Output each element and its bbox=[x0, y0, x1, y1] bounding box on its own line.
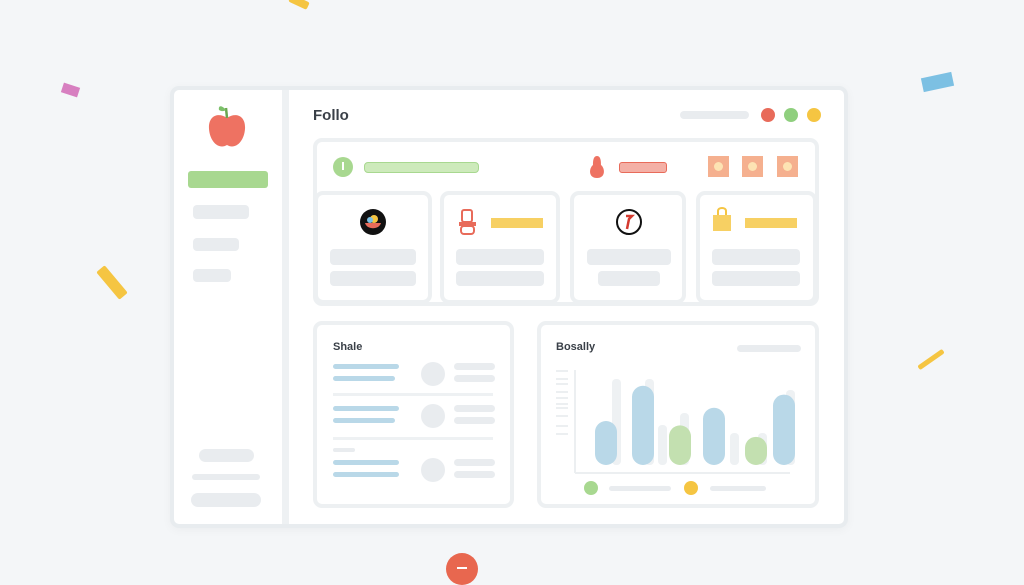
legend-dot-yellow bbox=[684, 481, 698, 495]
confetti bbox=[917, 348, 945, 371]
list-item-meta bbox=[454, 417, 495, 424]
chart-panel bbox=[537, 321, 819, 508]
sidebar-divider bbox=[282, 90, 289, 524]
square-badge-icon[interactable] bbox=[742, 156, 763, 177]
ghost-bar bbox=[730, 433, 739, 465]
list-divider bbox=[333, 393, 493, 396]
sidebar-item[interactable] bbox=[193, 205, 249, 219]
progress-bar-green bbox=[364, 162, 479, 173]
jar-icon bbox=[459, 209, 476, 235]
list-item-subtitle bbox=[333, 376, 395, 381]
avatar bbox=[421, 362, 445, 386]
chart-bar bbox=[773, 394, 795, 465]
list-item-meta bbox=[454, 471, 495, 478]
chart-filter[interactable] bbox=[737, 345, 801, 352]
list-item-subtitle bbox=[333, 472, 399, 477]
confetti bbox=[288, 0, 310, 10]
chart-bar bbox=[632, 385, 654, 465]
card-text bbox=[456, 271, 544, 286]
avatar bbox=[421, 404, 445, 428]
pear-icon bbox=[590, 156, 604, 178]
status-dot-green[interactable] bbox=[784, 108, 798, 122]
progress-bar-red bbox=[619, 162, 667, 173]
sidebar-item[interactable] bbox=[193, 269, 231, 282]
confetti bbox=[96, 265, 128, 300]
y-tick bbox=[556, 391, 568, 393]
list-item-title bbox=[333, 364, 399, 369]
y-tick bbox=[556, 415, 568, 417]
avatar bbox=[421, 458, 445, 482]
y-tick bbox=[556, 403, 568, 405]
search-bar[interactable] bbox=[680, 111, 749, 119]
bar-chart bbox=[556, 370, 795, 474]
chart-bar bbox=[669, 425, 691, 465]
card-label-bar bbox=[745, 218, 797, 228]
list-item-meta bbox=[454, 405, 495, 412]
y-tick bbox=[556, 383, 568, 385]
y-tick bbox=[556, 425, 568, 427]
chart-bar bbox=[595, 421, 617, 465]
card-text bbox=[587, 249, 671, 265]
legend-dot-green bbox=[584, 481, 598, 495]
sidebar-item-active[interactable] bbox=[188, 171, 268, 188]
card-text bbox=[330, 249, 416, 265]
list-item-meta bbox=[454, 459, 495, 466]
orange-circle bbox=[446, 553, 478, 585]
y-tick bbox=[556, 397, 568, 399]
chart-panel-title: Bosally bbox=[556, 341, 596, 353]
card-text bbox=[598, 271, 660, 286]
apple-icon bbox=[208, 106, 246, 147]
card-text bbox=[330, 271, 416, 286]
card-label-bar bbox=[491, 218, 543, 228]
y-tick bbox=[556, 407, 568, 409]
status-dot-yellow[interactable] bbox=[807, 108, 821, 122]
confetti bbox=[60, 82, 81, 98]
sidebar-footer-item[interactable] bbox=[192, 474, 260, 480]
sidebar-footer-item[interactable] bbox=[199, 449, 254, 462]
y-tick bbox=[556, 370, 568, 372]
list-item-subtitle bbox=[333, 418, 395, 423]
list-item-meta bbox=[454, 363, 495, 370]
ghost-bar bbox=[658, 425, 667, 465]
list-divider bbox=[333, 437, 493, 440]
card-text bbox=[456, 249, 544, 265]
list-item-title bbox=[333, 460, 399, 465]
list-item-meta bbox=[454, 375, 495, 382]
square-badge-icon[interactable] bbox=[708, 156, 729, 177]
thermometer-icon bbox=[333, 157, 353, 177]
confetti bbox=[920, 71, 955, 93]
list-panel-title: Shale bbox=[333, 341, 363, 353]
pen-icon bbox=[616, 209, 642, 235]
shopping-bag-icon bbox=[713, 207, 731, 231]
square-badge-icon[interactable] bbox=[777, 156, 798, 177]
y-tick bbox=[556, 378, 568, 380]
sidebar-footer-item[interactable] bbox=[191, 493, 261, 507]
page-title: Follo bbox=[313, 107, 349, 124]
legend-label bbox=[710, 486, 766, 491]
card[interactable] bbox=[570, 191, 686, 304]
chart-bar bbox=[745, 436, 767, 465]
status-dot-red[interactable] bbox=[761, 108, 775, 122]
chart-bar bbox=[703, 407, 725, 465]
sidebar-item[interactable] bbox=[193, 238, 239, 251]
card-text bbox=[712, 271, 800, 286]
card-text bbox=[712, 249, 800, 265]
list-item-title bbox=[333, 406, 399, 411]
legend-label bbox=[609, 486, 671, 491]
list-group-label bbox=[333, 448, 355, 452]
y-tick bbox=[556, 433, 568, 435]
fruit-bowl-icon bbox=[360, 209, 386, 235]
